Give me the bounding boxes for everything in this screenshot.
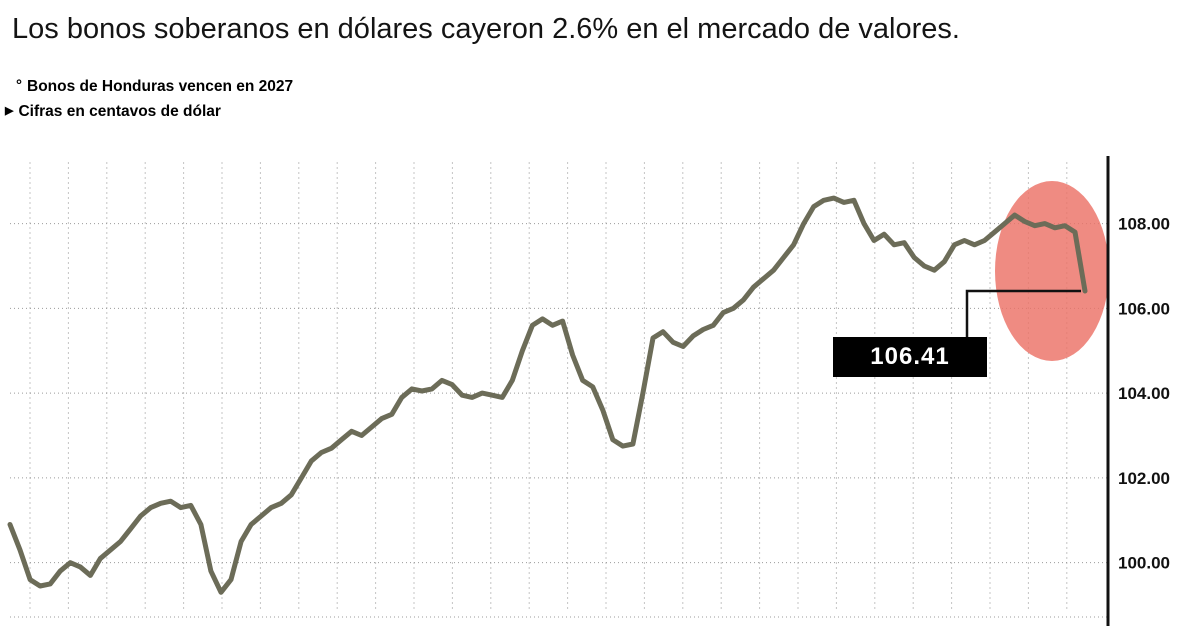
note-units-text: Cifras en centavos de dólar [18,103,221,120]
price-callout: 106.41 [833,337,987,377]
y-tick-label: 100.00 [1118,554,1170,573]
triangle-bullet-icon: ▶ [5,105,14,117]
y-tick-label: 106.00 [1118,299,1170,318]
price-line [7,195,1088,595]
page-title: Los bonos soberanos en dólares cayeron 2… [12,13,960,45]
price-callout-value: 106.41 [870,343,950,370]
note-maturity-text: Bonos de Honduras vencen en 2027 [27,78,294,95]
degree-bullet-icon: ° [16,77,22,94]
y-tick-label: 102.00 [1118,469,1170,488]
y-tick-label: 104.00 [1118,384,1170,403]
y-tick-label: 108.00 [1118,215,1170,234]
callout-connector [965,289,1081,337]
note-maturity: ° Bonos de Honduras vencen en 2027 [16,77,294,96]
note-units: ▶ Cifras en centavos de dólar [5,103,221,121]
drop-highlight-ellipse [995,181,1109,361]
